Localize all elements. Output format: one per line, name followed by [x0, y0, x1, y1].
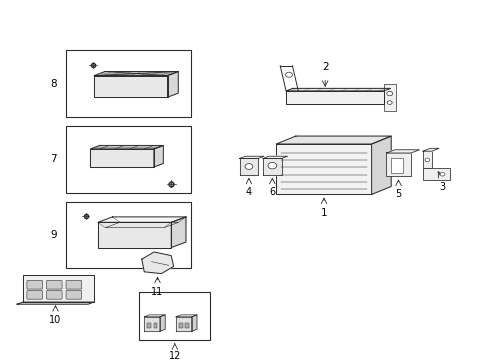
Text: 6: 6 — [269, 187, 275, 197]
Polygon shape — [94, 72, 178, 76]
Polygon shape — [285, 88, 390, 91]
Text: 10: 10 — [49, 315, 61, 325]
Text: 3: 3 — [438, 182, 445, 192]
Polygon shape — [285, 91, 383, 104]
Polygon shape — [263, 156, 287, 158]
FancyBboxPatch shape — [66, 280, 81, 289]
FancyBboxPatch shape — [27, 291, 42, 299]
Polygon shape — [239, 158, 258, 175]
Bar — [185, 323, 189, 328]
Polygon shape — [142, 252, 173, 274]
Polygon shape — [98, 222, 171, 248]
Polygon shape — [98, 217, 185, 222]
Text: 11: 11 — [151, 287, 163, 297]
Polygon shape — [144, 317, 160, 331]
FancyBboxPatch shape — [46, 280, 62, 289]
Polygon shape — [263, 158, 281, 175]
Bar — [179, 323, 183, 328]
Bar — [153, 323, 157, 328]
Polygon shape — [154, 145, 163, 167]
Polygon shape — [94, 76, 167, 97]
Text: 1: 1 — [320, 208, 326, 218]
Bar — [422, 168, 449, 180]
Bar — [422, 151, 431, 168]
Text: 9: 9 — [50, 230, 57, 240]
Bar — [66, 126, 190, 193]
Bar — [66, 50, 190, 117]
Polygon shape — [191, 315, 197, 331]
Text: 7: 7 — [50, 154, 57, 164]
Polygon shape — [144, 315, 165, 317]
Polygon shape — [23, 275, 94, 302]
FancyBboxPatch shape — [66, 291, 81, 299]
Bar — [390, 158, 403, 173]
Bar — [139, 292, 210, 340]
Circle shape — [267, 162, 276, 169]
Bar — [66, 202, 190, 268]
Polygon shape — [160, 315, 165, 331]
FancyBboxPatch shape — [27, 280, 42, 289]
Polygon shape — [90, 149, 154, 167]
Text: 5: 5 — [395, 189, 401, 199]
Polygon shape — [386, 150, 419, 153]
Text: 12: 12 — [168, 351, 181, 360]
Polygon shape — [90, 145, 163, 149]
Circle shape — [285, 72, 292, 77]
Polygon shape — [176, 315, 197, 317]
Text: 2: 2 — [321, 62, 328, 72]
Circle shape — [244, 163, 252, 169]
Polygon shape — [17, 302, 94, 304]
Polygon shape — [176, 317, 191, 331]
Polygon shape — [422, 148, 438, 151]
Polygon shape — [239, 156, 264, 158]
Circle shape — [424, 158, 429, 162]
Polygon shape — [371, 136, 390, 194]
Circle shape — [439, 172, 444, 176]
Text: 4: 4 — [245, 187, 251, 197]
Bar — [147, 323, 151, 328]
Bar — [386, 153, 410, 176]
Polygon shape — [276, 136, 390, 144]
Circle shape — [386, 101, 391, 104]
Polygon shape — [167, 72, 178, 97]
Bar — [383, 84, 395, 111]
Circle shape — [386, 91, 392, 96]
Text: 8: 8 — [50, 79, 57, 89]
Bar — [276, 144, 371, 194]
Polygon shape — [171, 217, 185, 248]
FancyBboxPatch shape — [46, 291, 62, 299]
